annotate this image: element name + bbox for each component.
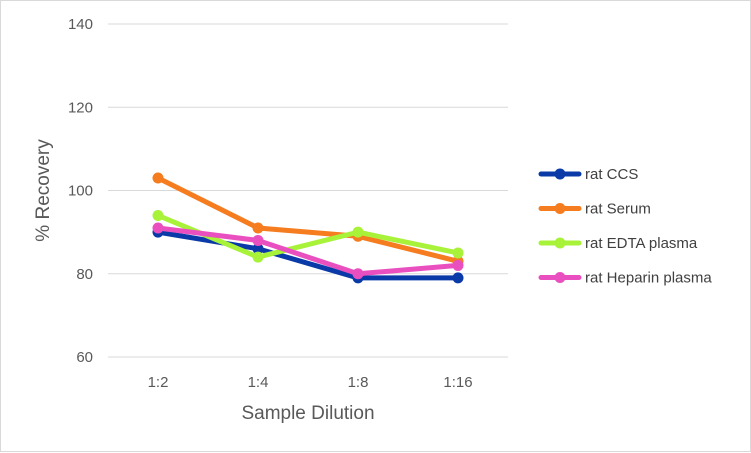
series-line-3 [155,225,461,277]
x-tick-labels: 1:2 1:4 1:8 1:16 [148,374,473,391]
data-point [352,268,364,280]
legend-label: rat Heparin plasma [585,270,712,287]
legend-swatch-marker [554,168,566,180]
legend-swatch-marker [554,237,566,249]
data-point [152,222,164,234]
legend-label: rat Serum [585,201,651,218]
x-tick-label: 1:16 [443,374,472,391]
legend: rat CCS rat Serum rat EDTA plasma rat Hepar… [538,166,712,287]
series-line-1 [155,175,461,264]
y-tick-label: 140 [68,16,93,33]
data-point [152,209,164,221]
legend-label: rat EDTA plasma [585,235,698,252]
legend-swatch-marker [554,272,566,283]
legend-label: rat CCS [585,166,638,183]
x-tick-label: 1:2 [148,374,169,391]
data-point [252,251,264,263]
y-tick-label: 120 [68,99,93,116]
data-point [452,247,464,259]
y-axis-title: % Recovery [33,139,54,242]
x-axis-title: Sample Dilution [241,403,374,424]
y-tick-labels: 60 80 100 120 140 [68,16,93,366]
gridlines [108,23,508,358]
data-point [152,172,164,184]
y-tick-label: 100 [68,183,93,200]
data-point [452,272,464,284]
y-tick-label: 80 [76,266,93,283]
x-tick-label: 1:4 [248,374,269,391]
y-tick-label: 60 [76,349,93,366]
series-line-0 [155,229,461,281]
data-point [252,243,264,255]
data-point [452,259,464,271]
data-point [252,222,264,234]
series-layer [152,172,464,284]
x-tick-label: 1:8 [348,374,369,391]
legend-swatch-marker [554,203,566,214]
data-point [352,226,364,238]
data-point [252,234,264,246]
